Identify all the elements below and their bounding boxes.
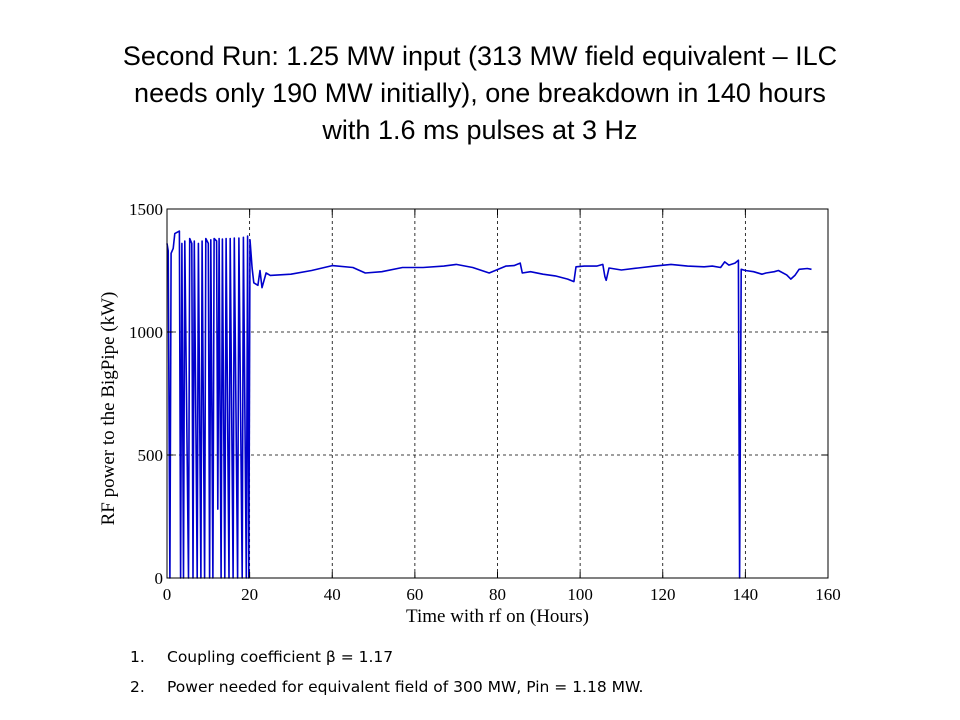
x-tick-label: 100: [567, 585, 593, 604]
y-tick-label: 1500: [129, 200, 163, 219]
x-axis-label: Time with rf on (Hours): [406, 606, 589, 627]
title-line-1: Second Run: 1.25 MW input (313 MW field …: [122, 41, 838, 71]
x-tick-label: 140: [733, 585, 759, 604]
y-axis-label: RF power to the BigPipe (kW): [98, 292, 119, 526]
y-tick-label: 1000: [129, 323, 163, 342]
note-number: 2.: [130, 678, 145, 696]
y-tick-label: 500: [138, 446, 164, 465]
series-line-1: [166, 230, 812, 579]
y-tick-label: 0: [155, 569, 164, 588]
x-tick-label: 40: [324, 585, 341, 604]
note-item-2: 2. Power needed for equivalent field of …: [130, 678, 643, 708]
x-tick-label: 120: [650, 585, 676, 604]
x-tick-label: 160: [815, 585, 841, 604]
note-item-1: 1. Coupling coefficient β = 1.17: [130, 648, 643, 678]
notes-list: 1. Coupling coefficient β = 1.17 2. Powe…: [130, 648, 643, 708]
note-text: Coupling coefficient β = 1.17: [167, 648, 394, 666]
slide-title: Second Run: 1.25 MW input (313 MW field …: [20, 38, 940, 149]
x-tick-label: 0: [163, 585, 172, 604]
x-tick-label: 60: [406, 585, 423, 604]
x-tick-label: 20: [241, 585, 258, 604]
title-line-3: with 1.6 ms pulses at 3 Hz: [322, 115, 638, 145]
title-line-2: needs only 190 MW initially), one breakd…: [134, 78, 826, 108]
note-number: 1.: [130, 648, 145, 666]
x-tick-label: 80: [489, 585, 506, 604]
note-text: Power needed for equivalent field of 300…: [167, 678, 644, 696]
